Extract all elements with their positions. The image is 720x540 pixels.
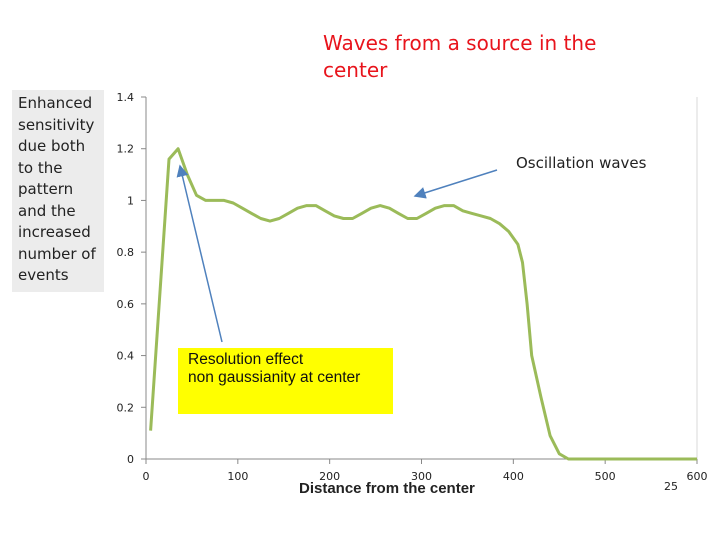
y-ticks: 0 0.2 0.4 0.6 0.8 1 1.2 1.4 — [117, 91, 146, 466]
x-tick-label: 0 — [143, 470, 150, 483]
x-ticks: 0 100 200 300 400 500 600 — [143, 459, 708, 483]
y-tick-label: 1.2 — [117, 143, 135, 156]
y-tick-label: 0.6 — [117, 298, 135, 311]
resolution-effect-label: Resolution effect non gaussianity at cen… — [178, 348, 393, 414]
slide-title: Waves from a source in the center — [323, 31, 597, 82]
y-tick-label: 0 — [127, 453, 134, 466]
x-tick-label: 400 — [503, 470, 524, 483]
x-tick-label: 600 — [687, 470, 708, 483]
y-tick-label: 0.2 — [117, 401, 135, 414]
x-tick-label: 500 — [595, 470, 616, 483]
series-line — [149, 147, 697, 461]
x-axis-label: Distance from the center — [299, 480, 475, 497]
page-number: 25 — [664, 480, 678, 493]
sidebar-note: Enhanced sensitivity due both to the pat… — [12, 90, 104, 292]
y-tick-label: 1 — [127, 194, 134, 207]
resolution-arrow — [176, 164, 223, 343]
y-tick-label: 0.4 — [117, 350, 135, 363]
y-tick-label: 0.8 — [117, 246, 135, 259]
y-tick-label: 1.4 — [117, 91, 135, 104]
x-tick-label: 200 — [319, 470, 340, 483]
oscillation-waves-label: Oscillation waves — [516, 154, 647, 172]
x-tick-label: 100 — [227, 470, 248, 483]
oscillation-arrow — [413, 169, 498, 199]
x-tick-label: 300 — [411, 470, 432, 483]
